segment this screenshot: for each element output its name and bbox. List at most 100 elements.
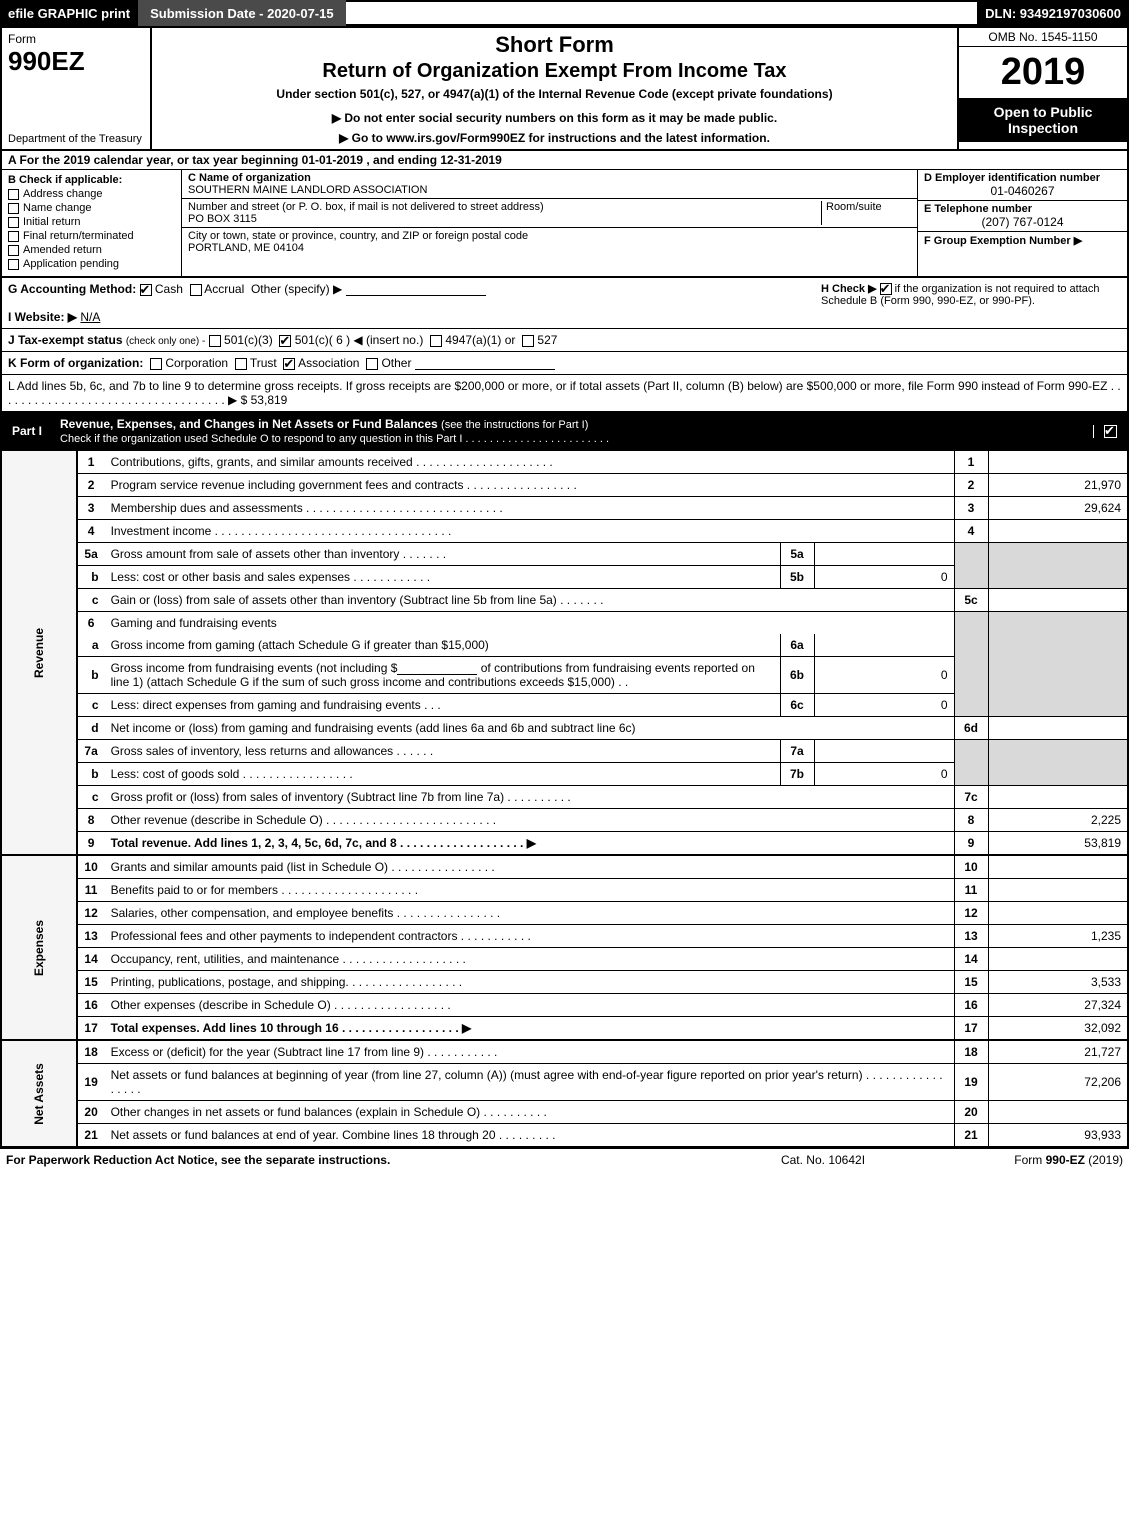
street-value: PO BOX 3115 [188, 213, 257, 225]
chk-initial-return[interactable]: Initial return [8, 216, 175, 228]
part1-table: Revenue 1 Contributions, gifts, grants, … [0, 451, 1129, 1148]
line-21: 21 Net assets or fund balances at end of… [1, 1124, 1128, 1148]
k-o1: Corporation [165, 356, 228, 370]
line-12: 12 Salaries, other compensation, and emp… [1, 902, 1128, 925]
line-6c: c Less: direct expenses from gaming and … [1, 694, 1128, 717]
j-o4: 527 [537, 333, 557, 347]
part1-chk-cell [1093, 425, 1127, 438]
form-label: Form [8, 32, 144, 46]
g-label: G Accounting Method: [8, 282, 136, 296]
section-c: C Name of organization SOUTHERN MAINE LA… [182, 170, 917, 276]
h-label: H Check ▶ [821, 283, 877, 295]
line-7a: 7a Gross sales of inventory, less return… [1, 740, 1128, 763]
chk-pending[interactable]: Application pending [8, 258, 175, 270]
period-row: A For the 2019 calendar year, or tax yea… [0, 151, 1129, 170]
line-17: 17 Total expenses. Add lines 10 through … [1, 1017, 1128, 1041]
chk-schedule-o[interactable] [1104, 425, 1117, 438]
line-4: 4 Investment income . . . . . . . . . . … [1, 520, 1128, 543]
goto-note: ▶ Go to www.irs.gov/Form990EZ for instru… [162, 131, 947, 145]
chk-schedule-b[interactable] [880, 283, 892, 295]
accrual-label: Accrual [204, 282, 244, 296]
open-public: Open to Public Inspection [959, 98, 1127, 142]
line-10: Expenses 10 Grants and similar amounts p… [1, 855, 1128, 879]
k-o3: Association [298, 356, 359, 370]
chk-corp[interactable] [150, 358, 162, 370]
line-14: 14 Occupancy, rent, utilities, and maint… [1, 948, 1128, 971]
chk-527[interactable] [522, 335, 534, 347]
checkbox-icon[interactable] [8, 231, 19, 242]
row-l: L Add lines 5b, 6c, and 7b to line 9 to … [0, 375, 1129, 413]
line-7b: b Less: cost of goods sold . . . . . . .… [1, 763, 1128, 786]
part1-header: Part I Revenue, Expenses, and Changes in… [0, 413, 1129, 451]
section-b: B Check if applicable: Address change Na… [2, 170, 182, 276]
checkbox-icon[interactable] [8, 217, 19, 228]
chk-cash[interactable] [140, 284, 152, 296]
chk-4947[interactable] [430, 335, 442, 347]
other-label: Other (specify) ▶ [251, 282, 342, 296]
l-amount: $ 53,819 [241, 393, 288, 407]
line-5a: 5a Gross amount from sale of assets othe… [1, 543, 1128, 566]
org-name-label: C Name of organization [188, 172, 311, 184]
part1-title: Revenue, Expenses, and Changes in Net As… [52, 413, 1093, 449]
chk-trust[interactable] [235, 358, 247, 370]
other-org-field[interactable] [415, 356, 555, 370]
chk-other-org[interactable] [366, 358, 378, 370]
dept-label: Department of the Treasury [8, 133, 144, 145]
org-name: SOUTHERN MAINE LANDLORD ASSOCIATION [188, 184, 427, 196]
contrib-field[interactable] [397, 661, 477, 675]
j-o2: 501(c)( 6 ) ◀ (insert no.) [295, 333, 424, 347]
street-label: Number and street (or P. O. box, if mail… [188, 201, 544, 213]
phone-value: (207) 767-0124 [924, 215, 1121, 229]
footer-form: Form 990-EZ (2019) [923, 1153, 1123, 1167]
checkbox-icon[interactable] [8, 245, 19, 256]
other-field[interactable] [346, 282, 486, 296]
form-code: 990EZ [8, 46, 144, 77]
checkbox-icon[interactable] [8, 203, 19, 214]
row-k: K Form of organization: Corporation Trus… [0, 352, 1129, 375]
expenses-side-label: Expenses [1, 855, 77, 1040]
short-form-title: Short Form [162, 32, 947, 58]
omb-number: OMB No. 1545-1150 [959, 28, 1127, 47]
chk-assoc[interactable] [283, 358, 295, 370]
chk-name-change[interactable]: Name change [8, 202, 175, 214]
footer-cat: Cat. No. 10642I [723, 1153, 923, 1167]
section-def: D Employer identification number 01-0460… [917, 170, 1127, 276]
checkbox-icon[interactable] [8, 259, 19, 270]
phone-label: E Telephone number [924, 203, 1121, 215]
chk-501c[interactable] [279, 335, 291, 347]
website-value: N/A [80, 310, 100, 324]
tax-year: 2019 [959, 47, 1127, 98]
line-13: 13 Professional fees and other payments … [1, 925, 1128, 948]
header-block: Form 990EZ Department of the Treasury Sh… [0, 26, 1129, 151]
info-block: B Check if applicable: Address change Na… [0, 170, 1129, 278]
k-o4: Other [381, 356, 411, 370]
line-11: 11 Benefits paid to or for members . . .… [1, 879, 1128, 902]
top-bar: efile GRAPHIC print Submission Date - 20… [0, 0, 1129, 26]
chk-amended[interactable]: Amended return [8, 244, 175, 256]
street-row: Number and street (or P. O. box, if mail… [182, 199, 917, 228]
line-19: 19 Net assets or fund balances at beginn… [1, 1064, 1128, 1101]
ein-label: D Employer identification number [924, 172, 1121, 184]
line-5c: c Gain or (loss) from sale of assets oth… [1, 589, 1128, 612]
ein-row: D Employer identification number 01-0460… [918, 170, 1127, 201]
chk-accrual[interactable] [190, 284, 202, 296]
chk-501c3[interactable] [209, 335, 221, 347]
org-name-row: C Name of organization SOUTHERN MAINE LA… [182, 170, 917, 199]
header-left: Form 990EZ Department of the Treasury [2, 28, 152, 149]
k-label: K Form of organization: [8, 356, 143, 370]
subtitle: Under section 501(c), 527, or 4947(a)(1)… [162, 87, 947, 101]
j-o3: 4947(a)(1) or [445, 333, 515, 347]
line-15: 15 Printing, publications, postage, and … [1, 971, 1128, 994]
efile-label[interactable]: efile GRAPHIC print [0, 0, 138, 26]
chk-address-change[interactable]: Address change [8, 188, 175, 200]
checkbox-icon[interactable] [8, 189, 19, 200]
footer: For Paperwork Reduction Act Notice, see … [0, 1148, 1129, 1171]
header-center: Short Form Return of Organization Exempt… [152, 28, 957, 149]
chk-final-return[interactable]: Final return/terminated [8, 230, 175, 242]
k-o2: Trust [250, 356, 277, 370]
footer-left: For Paperwork Reduction Act Notice, see … [6, 1153, 723, 1167]
section-b-label: B Check if applicable: [8, 174, 175, 186]
line-8: 8 Other revenue (describe in Schedule O)… [1, 809, 1128, 832]
j-note: (check only one) - [126, 336, 205, 347]
row-g: G Accounting Method: Cash Accrual Other … [8, 282, 821, 324]
